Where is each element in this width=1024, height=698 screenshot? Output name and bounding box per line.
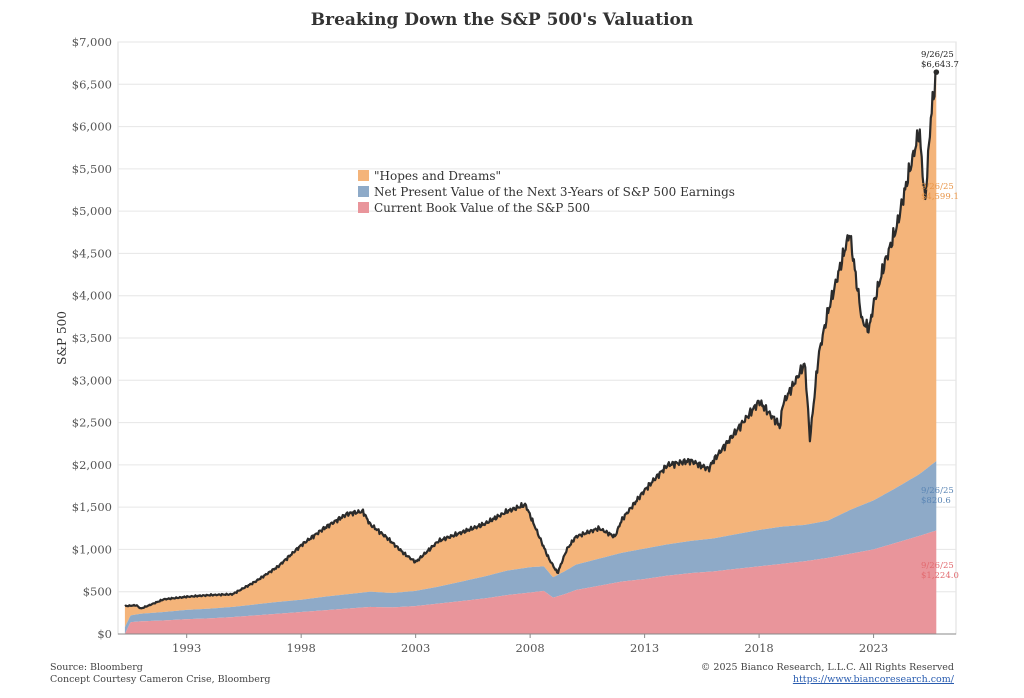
- x-tick-label: 2023: [859, 641, 888, 655]
- annotation-book-date: 9/26/25: [921, 561, 954, 571]
- y-tick-label: $6,500: [72, 77, 112, 91]
- sp500-last-point: [933, 69, 940, 75]
- x-tick-label: 2013: [630, 641, 659, 655]
- legend-swatch-hopes: [358, 170, 369, 181]
- x-tick-layer: 1993 1998 2003 2008 2013 2018 2023: [172, 634, 888, 655]
- y-tick-label: $500: [83, 585, 112, 599]
- y-tick-label: $1,500: [72, 500, 112, 514]
- area-layer: [124, 72, 937, 634]
- y-tick-label: $4,000: [72, 289, 112, 303]
- x-tick-label: 1998: [287, 641, 316, 655]
- legend-label-hopes: "Hopes and Dreams": [374, 169, 501, 183]
- legend: "Hopes and Dreams" Net Present Value of …: [358, 169, 735, 215]
- y-tick-label: $5,000: [72, 204, 112, 218]
- y-tick-label: $1,000: [72, 542, 112, 556]
- y-tick-label: $3,500: [72, 331, 112, 345]
- annotation-hopes-date: 9/26/25: [921, 182, 954, 192]
- website-link[interactable]: https://www.biancoresearch.com/: [792, 674, 954, 685]
- sp500-index-line: [124, 71, 938, 610]
- footer-left: Source: Bloomberg Concept Courtesy Camer…: [50, 662, 270, 686]
- footer-right: © 2025 Bianco Research, L.L.C. All Right…: [701, 662, 954, 686]
- y-tick-label: $4,500: [72, 246, 112, 260]
- y-tick-label: $5,500: [72, 162, 112, 176]
- chart-title: Breaking Down the S&P 500's Valuation: [310, 10, 694, 30]
- annotation-npv-value: $820.6: [921, 496, 951, 506]
- concept-note: Concept Courtesy Cameron Crise, Bloomber…: [50, 674, 271, 685]
- x-tick-label: 2018: [744, 641, 773, 655]
- y-axis-label: S&P 500: [55, 311, 69, 365]
- y-tick-label: $7,000: [72, 35, 112, 49]
- legend-label-npv: Net Present Value of the Next 3-Years of…: [374, 185, 735, 199]
- end-annotations: 9/26/25 $6,643.7 9/26/25 $4,599.1 9/26/2…: [921, 50, 959, 581]
- y-tick-label: $0: [97, 627, 112, 641]
- y-tick-label: $2,500: [72, 416, 112, 430]
- area-npv-earnings: [124, 461, 937, 634]
- y-tick-label: $6,000: [72, 120, 112, 134]
- annotation-book-value: $1,224.0: [921, 571, 959, 581]
- area-hopes-and-dreams: [124, 72, 937, 628]
- y-tick-layer: $0 $500 $1,000 $1,500 $2,000 $2,500 $3,000 $3,5…: [72, 35, 112, 641]
- annotation-sp500-date: 9/26/25: [921, 50, 954, 60]
- grid-layer: [118, 41, 956, 593]
- y-tick-label: $2,000: [72, 458, 112, 472]
- line-layer: [124, 69, 940, 610]
- x-tick-label: 2008: [515, 641, 544, 655]
- x-tick-label: 2003: [401, 641, 430, 655]
- annotation-npv-date: 9/26/25: [921, 486, 954, 496]
- area-book-value: [124, 530, 937, 634]
- annotation-sp500-value: $6,643.7: [921, 60, 959, 70]
- x-tick-label: 1993: [172, 641, 201, 655]
- y-tick-label: $3,000: [72, 373, 112, 387]
- source-note: Source: Bloomberg: [50, 662, 143, 673]
- legend-swatch-book: [358, 202, 369, 213]
- copyright-note: © 2025 Bianco Research, L.L.C. All Right…: [700, 662, 954, 673]
- legend-swatch-npv: [358, 186, 369, 197]
- annotation-hopes-value: $4,599.1: [921, 192, 959, 202]
- legend-label-book: Current Book Value of the S&P 500: [374, 201, 590, 215]
